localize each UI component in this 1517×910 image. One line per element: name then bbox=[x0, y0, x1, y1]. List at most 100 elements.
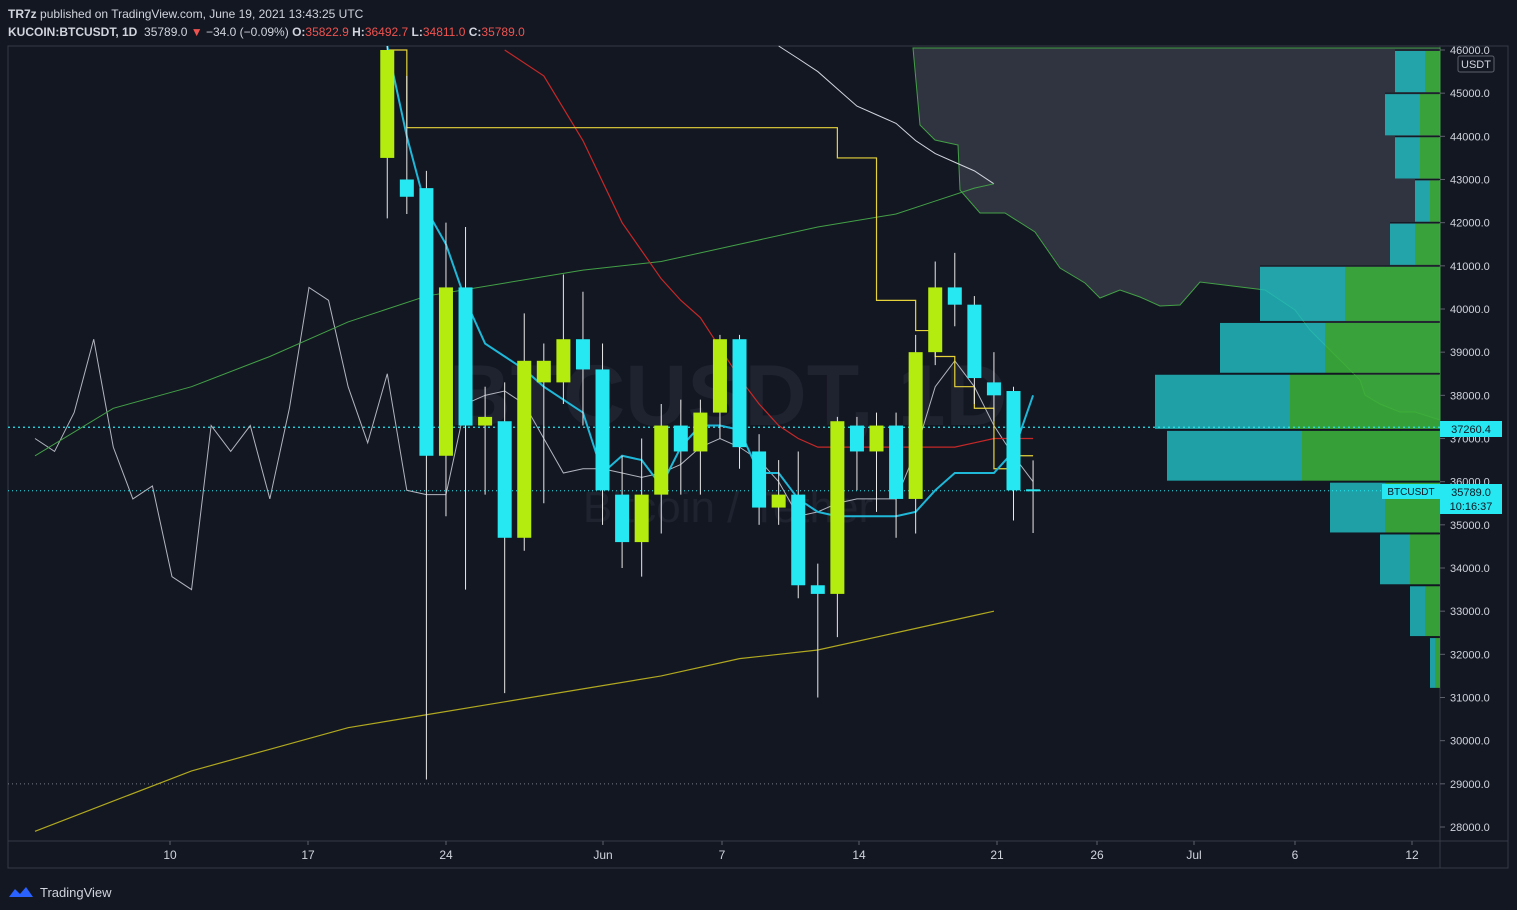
price-tick-label: 32000.0 bbox=[1450, 649, 1490, 661]
green-ma-line bbox=[34, 183, 995, 457]
candle-down bbox=[791, 494, 806, 586]
candle-up bbox=[908, 352, 923, 499]
close-label: C: bbox=[468, 25, 482, 39]
red-ma-line bbox=[504, 49, 1034, 448]
time-tick-label: Jun bbox=[593, 848, 612, 862]
time-tick-label: 24 bbox=[439, 848, 453, 862]
vp-up-bar bbox=[1395, 51, 1425, 93]
vp-down-bar bbox=[1345, 266, 1440, 321]
candle-down bbox=[575, 339, 590, 370]
ohlc-legend: KUCOIN:BTCUSDT, 1D 35789.0 ▼ −34.0 (−0.0… bbox=[8, 25, 525, 39]
candle-up bbox=[517, 360, 532, 538]
vp-up-bar bbox=[1330, 482, 1385, 533]
price-tick-label: 41000.0 bbox=[1450, 261, 1490, 273]
vp-down-bar bbox=[1290, 374, 1440, 429]
candle-down bbox=[752, 451, 767, 508]
publish-info: TR7z published on TradingView.com, June … bbox=[8, 7, 363, 21]
price-tick-label: 43000.0 bbox=[1450, 175, 1490, 187]
yellow-step-line bbox=[387, 49, 1034, 470]
time-tick-label: 26 bbox=[1090, 848, 1104, 862]
price-tick-label: 46000.0 bbox=[1450, 45, 1490, 57]
price-tick-label: 30000.0 bbox=[1450, 736, 1490, 748]
vp-down-bar bbox=[1430, 180, 1440, 222]
vp-down-bar bbox=[1420, 94, 1440, 136]
time-tick-label: 17 bbox=[301, 848, 315, 862]
candle-up bbox=[438, 287, 453, 456]
candle-down bbox=[986, 382, 1001, 396]
time-axis[interactable]: 10 17 24 Jun 7 14 21 26 Jul 6 12 bbox=[163, 841, 1419, 862]
price-tick-label: 29000.0 bbox=[1450, 779, 1490, 791]
vp-down-bar bbox=[1410, 534, 1440, 585]
close-value: 35789.0 bbox=[481, 25, 525, 39]
vp-up-bar bbox=[1260, 266, 1345, 321]
time-tick-label: 6 bbox=[1292, 848, 1299, 862]
candle-down bbox=[732, 339, 747, 448]
candle-down bbox=[889, 425, 904, 499]
price-tick-label: 33000.0 bbox=[1450, 606, 1490, 618]
candle-up bbox=[830, 421, 845, 594]
candle-up bbox=[928, 287, 943, 353]
open-label: O: bbox=[292, 25, 306, 39]
price-change: −34.0 (−0.09%) bbox=[205, 25, 289, 39]
brand-label: TradingView bbox=[40, 884, 112, 900]
time-tick-label: 10 bbox=[163, 848, 177, 862]
high-label: H: bbox=[352, 25, 365, 39]
high-value: 36492.7 bbox=[364, 25, 409, 39]
price-tick-label: 39000.0 bbox=[1450, 347, 1490, 359]
price-tick-label: 40000.0 bbox=[1450, 304, 1490, 316]
low-label: L: bbox=[411, 25, 423, 39]
price-levels bbox=[8, 426, 1440, 785]
vp-up-bar bbox=[1385, 94, 1420, 136]
volume-profile bbox=[1155, 49, 1440, 688]
olive-ma-line bbox=[34, 610, 995, 832]
publish-text: published on TradingView.com, June 19, 2… bbox=[40, 7, 364, 21]
tradingview-logo-icon bbox=[9, 887, 33, 897]
vp-down-bar bbox=[1325, 322, 1440, 373]
symbol-tag: BTCUSDT bbox=[1387, 487, 1434, 498]
price-tick-label: 38000.0 bbox=[1450, 390, 1490, 402]
price-tick-label: 31000.0 bbox=[1450, 693, 1490, 705]
time-tick-label: 7 bbox=[719, 848, 726, 862]
currency-badge[interactable] bbox=[1457, 55, 1495, 73]
candle-down bbox=[399, 179, 414, 197]
price-tick-label: 34000.0 bbox=[1450, 563, 1490, 575]
candle-up bbox=[771, 494, 786, 508]
candle-down bbox=[967, 304, 982, 379]
price-labels: USDT 37260.4 BTCUSDT 35789.0 10:16:37 bbox=[1382, 55, 1502, 514]
candle-down bbox=[810, 585, 825, 594]
price-axis[interactable]: 46000.0 45000.0 44000.0 43000.0 42000.0 41000… bbox=[1440, 45, 1490, 834]
price-label-2-bg bbox=[1440, 484, 1502, 514]
countdown-label: 10:16:37 bbox=[1450, 501, 1493, 513]
candle-up bbox=[478, 416, 493, 426]
candles bbox=[380, 46, 1041, 780]
time-tick-label: 12 bbox=[1405, 848, 1419, 862]
price-label-2: 35789.0 bbox=[1451, 487, 1491, 499]
candle-up bbox=[634, 494, 649, 543]
candle-down bbox=[458, 287, 473, 426]
vp-down-bar bbox=[1435, 638, 1440, 688]
candle-down bbox=[947, 287, 962, 305]
time-tick-label: 14 bbox=[852, 848, 866, 862]
vp-down-bar bbox=[1415, 223, 1440, 265]
white-ma-line bbox=[778, 45, 995, 185]
chart-border bbox=[7, 45, 1509, 869]
candle-up bbox=[712, 339, 727, 413]
symbol-label[interactable]: KUCOIN:BTCUSDT, 1D bbox=[8, 25, 138, 39]
candle-down bbox=[419, 188, 434, 456]
price-tick-label: 44000.0 bbox=[1450, 131, 1490, 143]
price-tick-label: 42000.0 bbox=[1450, 218, 1490, 230]
candle-down bbox=[615, 494, 630, 543]
vp-up-bar bbox=[1415, 180, 1430, 222]
author-name[interactable]: TR7z bbox=[8, 7, 37, 21]
candle-up bbox=[536, 360, 551, 383]
footer-brand[interactable]: TradingView bbox=[8, 884, 112, 900]
vp-up-bar bbox=[1395, 137, 1420, 179]
vp-up-bar bbox=[1430, 638, 1435, 688]
white-fast-line bbox=[34, 286, 1034, 591]
vp-up-bar bbox=[1220, 322, 1325, 373]
candle-up bbox=[556, 339, 571, 383]
candle-up bbox=[869, 425, 884, 452]
price-label-1: 37260.4 bbox=[1451, 424, 1491, 436]
price-tick-label: 28000.0 bbox=[1450, 822, 1490, 834]
